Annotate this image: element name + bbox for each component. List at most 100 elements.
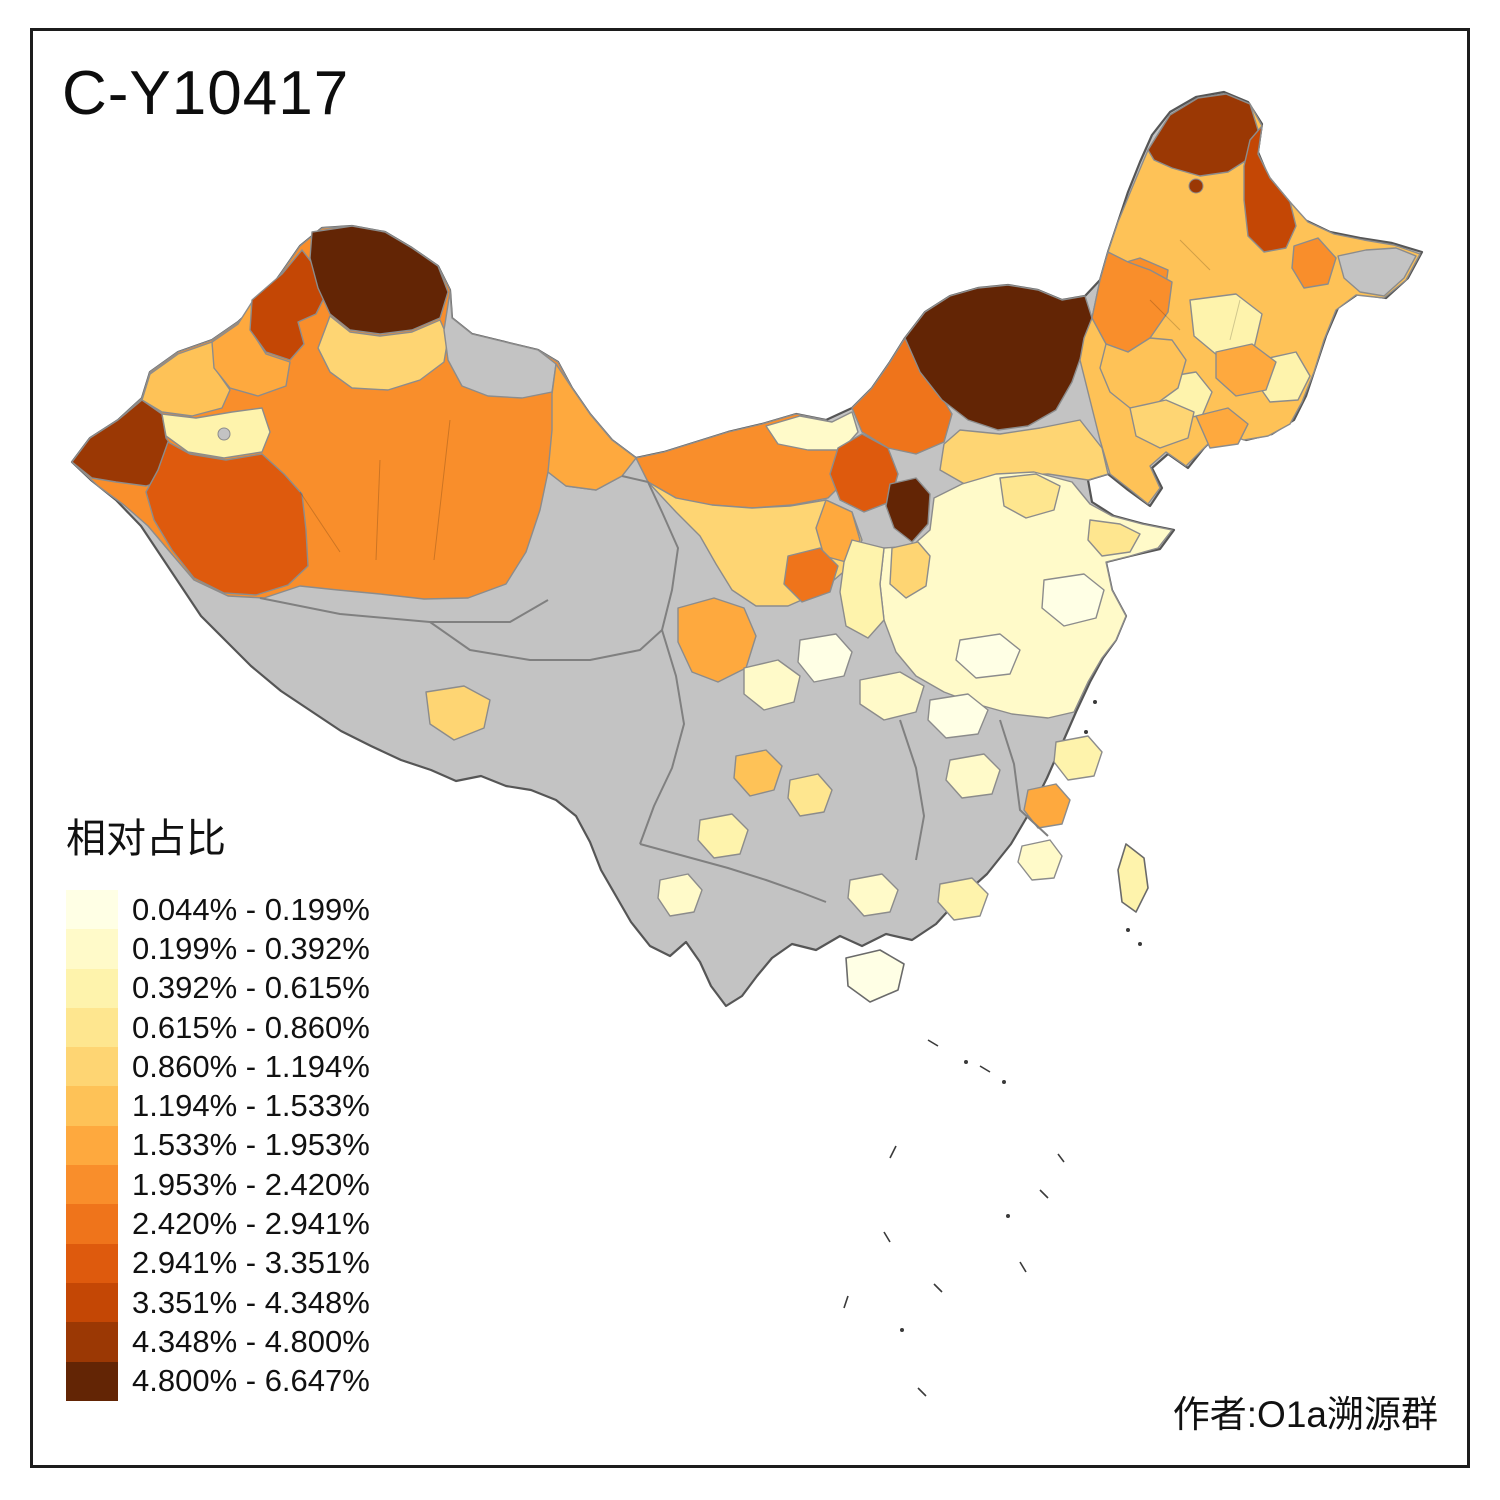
region-altai-dark: [309, 225, 449, 335]
legend-swatch: [66, 890, 118, 930]
region-jilin-orange: [1215, 343, 1277, 397]
legend-swatch: [66, 1125, 118, 1166]
region-henan-pale: [955, 633, 1021, 679]
legend-label: 1.194% - 1.533%: [132, 1088, 370, 1124]
region-tibet-patch: [425, 685, 491, 741]
legend-item-11: 3.351% - 4.348%: [66, 1282, 370, 1323]
region-shandong-patch: [1087, 519, 1141, 557]
page-title: C-Y10417: [62, 59, 350, 128]
region-kashgar-hotan: [145, 441, 309, 596]
region-jiangxi-orange: [1023, 783, 1071, 829]
prefecture-texture-line-ne: [1149, 239, 1241, 341]
legend-label: 4.800% - 6.647%: [132, 1363, 370, 1399]
legend-swatch: [66, 1204, 118, 1244]
south-china-sea-dashes: [843, 700, 1142, 1397]
region-central-pale-1: [797, 633, 853, 683]
region-yunnan-pale-1: [697, 813, 749, 859]
region-aksu-pale: [161, 407, 271, 459]
region-hunan-pale: [945, 753, 1001, 799]
region-shaanxi-mid: [839, 539, 885, 639]
region-below-altai: [317, 315, 449, 391]
region-longnan-dark: [783, 547, 839, 603]
region-chengdu-pale: [743, 659, 801, 711]
legend-item-1: 0.044% - 0.199%: [66, 890, 370, 930]
region-liaoning-west: [1129, 399, 1195, 449]
region-hubei-pale: [927, 693, 989, 739]
region-shanxi-mid: [889, 541, 931, 599]
region-guangxi-pale: [847, 873, 899, 917]
legend-label: 0.860% - 1.194%: [132, 1048, 370, 1084]
legend-swatch: [66, 1361, 118, 1401]
region-taiwan: [1117, 843, 1149, 913]
province-border-jiangxi-west: [999, 719, 1049, 837]
legend-title: 相对占比: [66, 817, 226, 861]
region-gray-northeast: [1337, 247, 1417, 297]
region-tacheng: [211, 301, 291, 397]
legend-label: 1.953% - 2.420%: [132, 1166, 370, 1202]
region-small-dark-dot: [1188, 178, 1204, 194]
legend-rows: 0.044% - 0.199% 0.199% - 0.392% 0.392% - 0…: [66, 890, 370, 1401]
prefecture-texture-line: [299, 419, 451, 561]
legend-item-7: 1.533% - 1.953%: [66, 1125, 370, 1166]
region-ili-dark: [249, 249, 327, 361]
province-border-yunnan-north: [639, 843, 827, 903]
region-tongliao: [1099, 337, 1187, 409]
legend-label: 2.420% - 2.941%: [132, 1206, 370, 1242]
legend-item-10: 2.941% - 3.351%: [66, 1243, 370, 1283]
legend: 相对占比 0.044% - 0.199% 0.199% - 0.392% 0.392…: [66, 806, 370, 1401]
legend-item-5: 0.860% - 1.194%: [66, 1047, 370, 1087]
attribution-text: 作者:O1a溯源群: [1172, 1394, 1438, 1435]
legend-item-12: 4.348% - 4.800%: [66, 1322, 370, 1362]
legend-label: 3.351% - 4.348%: [132, 1284, 370, 1320]
legend-item-8: 1.953% - 2.420%: [66, 1165, 370, 1205]
region-heihe-dark: [1243, 125, 1297, 253]
region-shanxi-north-dark: [885, 477, 931, 543]
legend-swatch: [66, 1243, 118, 1283]
legend-swatch: [66, 1007, 118, 1048]
legend-swatch: [66, 1086, 118, 1126]
region-guangdong-pale: [937, 877, 989, 921]
legend-item-2: 0.199% - 0.392%: [66, 929, 370, 969]
region-small-gray-enclave: [217, 427, 231, 441]
legend-item-3: 0.392% - 0.615%: [66, 968, 370, 1008]
legend-item-13: 4.800% - 6.647%: [66, 1361, 370, 1401]
region-zhejiang-pale: [1053, 735, 1103, 781]
legend-swatch: [66, 1282, 118, 1323]
region-yunnan-pale-2: [657, 873, 703, 917]
legend-label: 0.199% - 0.392%: [132, 930, 370, 966]
legend-label: 0.392% - 0.615%: [132, 970, 370, 1006]
legend-swatch: [66, 1047, 118, 1087]
legend-item-6: 1.194% - 1.533%: [66, 1086, 370, 1126]
legend-item-4: 0.615% - 0.860%: [66, 1007, 370, 1048]
legend-label: 2.941% - 3.351%: [132, 1245, 370, 1281]
province-border-hunan-west: [899, 719, 925, 861]
region-liaoning-east: [1195, 407, 1249, 449]
region-guizhou-pale: [787, 773, 833, 817]
region-yichun-orange: [1291, 237, 1337, 289]
region-guizhou-orange: [733, 749, 783, 797]
legend-swatch: [66, 968, 118, 1008]
province-border-gansu-qinghai: [621, 475, 679, 631]
region-fujian-pale: [1017, 839, 1063, 881]
legend-swatch: [66, 1165, 118, 1205]
region-yanshan: [939, 419, 1109, 487]
legend-label: 1.533% - 1.953%: [132, 1127, 370, 1163]
legend-label: 4.348% - 4.800%: [132, 1323, 370, 1359]
region-jiangsu-pale: [1041, 573, 1105, 627]
legend-label: 0.615% - 0.860%: [132, 1009, 370, 1045]
legend-label: 0.044% - 0.199%: [132, 891, 370, 927]
province-border-sichuan-tibet: [639, 629, 685, 845]
legend-item-9: 2.420% - 2.941%: [66, 1204, 370, 1244]
region-hainan: [845, 949, 905, 1003]
region-chongqing-pale: [859, 671, 925, 721]
region-hami: [547, 363, 637, 491]
region-beijing-area: [999, 473, 1061, 519]
region-gray-east-altai: [443, 291, 557, 399]
region-daxinganling-dark: [1147, 93, 1259, 177]
legend-swatch: [66, 1322, 118, 1362]
legend-swatch: [66, 929, 118, 969]
region-ejina-pale: [765, 411, 859, 451]
province-border-tibet-qinghai: [429, 621, 663, 661]
